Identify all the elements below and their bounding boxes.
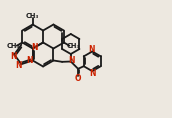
Text: N: N <box>69 57 75 65</box>
Text: N: N <box>10 52 17 61</box>
Text: CH₃: CH₃ <box>7 43 20 49</box>
Text: N: N <box>88 45 95 54</box>
Text: CH₃: CH₃ <box>26 13 39 19</box>
Text: N: N <box>15 61 22 70</box>
Text: CH₃: CH₃ <box>66 43 80 49</box>
Text: N: N <box>31 43 38 52</box>
Text: O: O <box>75 74 81 83</box>
Text: N: N <box>26 56 33 65</box>
Text: N: N <box>90 69 96 78</box>
